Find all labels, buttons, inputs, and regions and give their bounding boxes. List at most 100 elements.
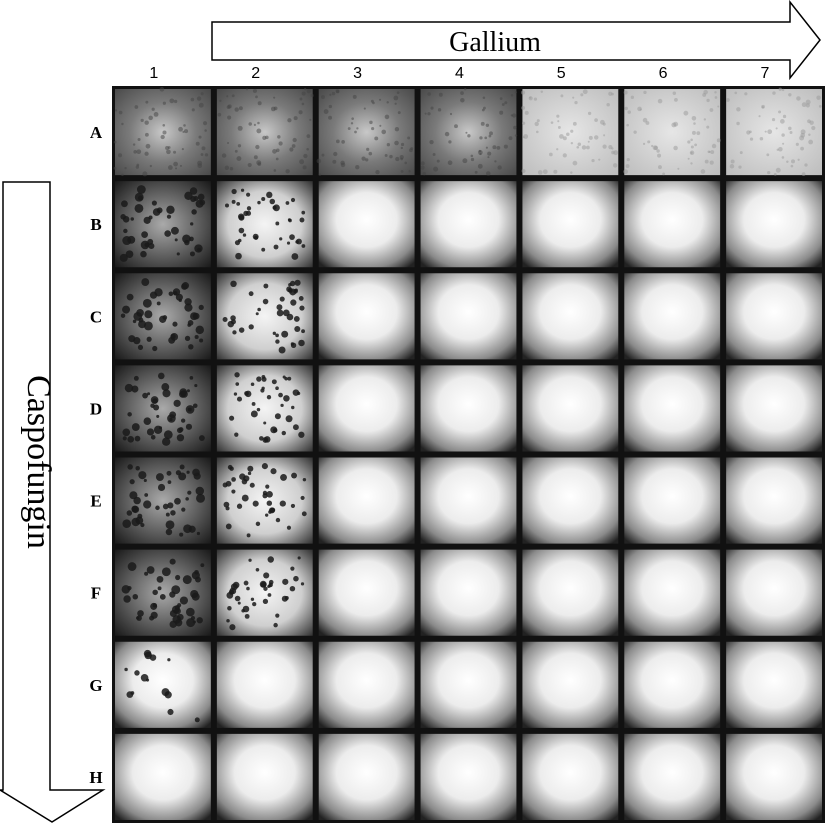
texture — [363, 107, 366, 110]
texture — [333, 151, 338, 157]
texture — [444, 131, 450, 137]
texture — [397, 111, 401, 115]
hypha-spot — [250, 382, 255, 387]
hypha-spot — [236, 396, 243, 402]
texture — [647, 140, 651, 144]
hypha-spot — [186, 607, 195, 617]
texture — [393, 95, 399, 101]
hypha-spot — [255, 521, 261, 527]
column-label: 2 — [251, 65, 260, 82]
texture — [197, 160, 203, 166]
texture — [361, 156, 366, 161]
hypha-spot — [182, 575, 192, 585]
texture — [117, 153, 123, 158]
texture — [238, 106, 243, 111]
texture — [460, 97, 465, 103]
texture — [400, 169, 404, 173]
texture — [448, 140, 452, 144]
texture — [201, 146, 206, 151]
texture — [522, 136, 525, 139]
texture — [485, 123, 490, 127]
hypha-spot — [150, 403, 155, 408]
texture — [739, 151, 743, 155]
hypha-spot — [266, 394, 272, 400]
hypha-spot — [301, 244, 306, 248]
texture — [278, 141, 283, 146]
texture — [400, 142, 405, 147]
hypha-spot — [199, 338, 204, 343]
hypha-spot — [278, 392, 283, 398]
hypha-spot — [174, 238, 178, 242]
texture — [136, 163, 140, 167]
hypha-spot — [146, 566, 155, 574]
texture — [587, 140, 590, 143]
texture — [658, 165, 662, 170]
texture — [690, 145, 694, 149]
texture — [262, 135, 267, 140]
hypha-spot — [174, 607, 181, 615]
hypha-spot — [301, 210, 306, 215]
hypha-spot — [298, 339, 305, 347]
texture — [351, 117, 354, 120]
texture — [781, 156, 785, 159]
texture — [229, 166, 234, 171]
texture — [378, 98, 382, 101]
well-image — [522, 733, 619, 820]
texture — [340, 162, 346, 168]
texture — [121, 122, 124, 126]
texture — [600, 119, 605, 125]
hypha-spot — [252, 601, 257, 607]
texture — [454, 124, 458, 129]
texture — [730, 159, 735, 164]
hypha-spot — [247, 465, 254, 472]
hypha-spot — [187, 320, 194, 326]
texture — [386, 101, 389, 104]
texture — [736, 121, 740, 126]
hypha-spot — [300, 582, 305, 586]
texture — [118, 110, 123, 115]
texture — [674, 97, 678, 102]
hypha-spot — [122, 519, 132, 528]
texture — [702, 93, 707, 97]
hypha-spot — [280, 403, 284, 408]
texture — [736, 107, 741, 112]
texture — [347, 127, 351, 130]
texture — [226, 105, 231, 110]
hypha-spot — [286, 286, 292, 293]
hypha-spot — [122, 305, 131, 314]
texture — [536, 130, 539, 134]
texture — [800, 129, 806, 135]
well-image — [726, 549, 822, 636]
hypha-spot — [198, 304, 204, 311]
hypha-spot — [165, 528, 173, 536]
texture — [626, 158, 630, 162]
texture — [145, 100, 149, 104]
hypha-spot — [281, 330, 289, 338]
hypha-spot — [225, 523, 232, 530]
hypha-spot — [147, 392, 151, 396]
hypha-spot — [170, 510, 176, 516]
hypha-spot — [184, 239, 190, 246]
texture — [394, 102, 397, 105]
well-image — [216, 641, 313, 728]
texture — [253, 123, 256, 126]
texture — [691, 116, 697, 121]
hypha-spot — [185, 497, 189, 501]
hypha-spot — [192, 403, 198, 409]
hypha-spot — [194, 244, 203, 253]
hypha-spot — [176, 252, 180, 256]
well-image — [522, 181, 619, 268]
texture — [248, 122, 252, 126]
hypha-spot — [137, 513, 143, 519]
hypha-spot — [156, 414, 160, 418]
texture — [749, 130, 752, 134]
texture — [771, 117, 776, 122]
well-image — [522, 641, 619, 728]
hypha-spot — [123, 595, 131, 603]
hypha-spot — [197, 193, 205, 201]
hypha-spot — [276, 309, 284, 317]
texture — [273, 96, 276, 99]
hypha-spot — [191, 209, 197, 215]
texture — [508, 136, 513, 141]
well-image — [624, 733, 721, 820]
